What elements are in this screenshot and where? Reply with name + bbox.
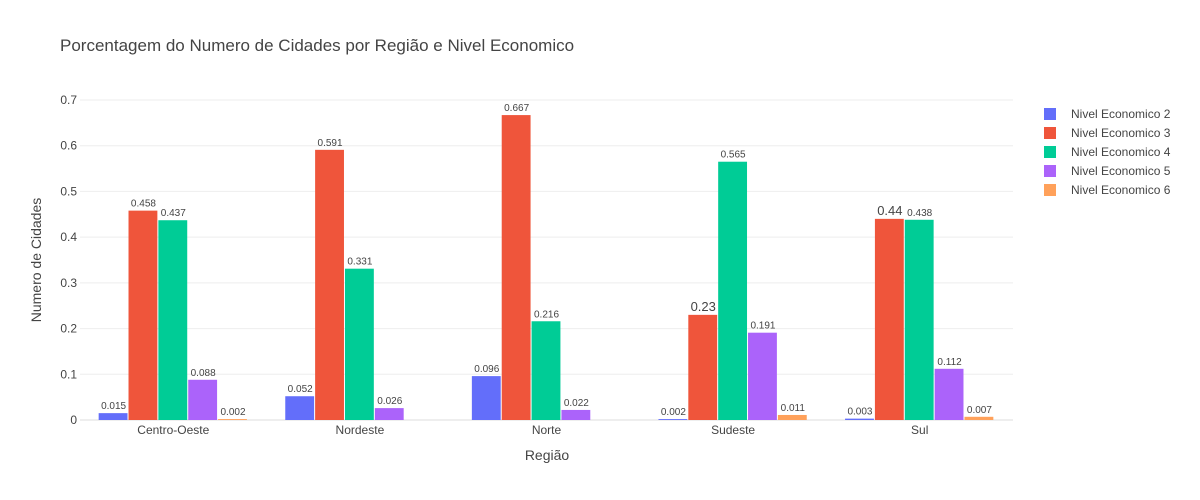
legend-item[interactable]: Nivel Economico 4 <box>1044 145 1171 159</box>
x-tick-label: Sudeste <box>711 423 755 437</box>
bar-label: 0.44 <box>877 203 902 218</box>
y-axis-ticks: 0 0.1 0.2 0.3 0.4 0.5 0.6 0.7 <box>60 93 77 427</box>
bar-label: 0.216 <box>534 309 559 320</box>
bar-label: 0.052 <box>288 384 313 395</box>
legend-item[interactable]: Nivel Economico 2 <box>1044 107 1171 121</box>
bar-label: 0.591 <box>318 138 343 149</box>
bar <box>777 414 807 420</box>
bar-label: 0.23 <box>691 299 716 314</box>
bar <box>158 220 188 420</box>
legend-swatch <box>1044 184 1056 196</box>
y-tick-label: 0 <box>70 413 77 427</box>
bar-label: 0.088 <box>191 368 216 379</box>
bar-label: 0.015 <box>101 401 126 412</box>
bar-label: 0.002 <box>220 407 245 418</box>
y-tick-label: 0.3 <box>60 276 77 290</box>
x-tick-label: Centro-Oeste <box>137 423 209 437</box>
bar <box>471 376 501 420</box>
legend-swatch <box>1044 127 1056 139</box>
bar <box>874 218 904 420</box>
bar <box>315 149 344 421</box>
y-tick-label: 0.5 <box>60 184 77 198</box>
bar-label: 0.002 <box>661 407 686 418</box>
bar-label: 0.331 <box>347 257 372 268</box>
bar <box>688 314 718 420</box>
x-tick-label: Norte <box>532 423 562 437</box>
bar <box>718 161 748 420</box>
bar-label: 0.667 <box>504 103 529 114</box>
bar-label: 0.022 <box>564 398 589 409</box>
bar-labels: 0.015 0.052 0.096 0.002 0.003 0.458 0.591 0.667… <box>101 103 992 418</box>
legend-swatch <box>1044 108 1056 120</box>
bar <box>531 321 561 420</box>
bar-label: 0.438 <box>907 208 932 219</box>
bar <box>934 368 964 420</box>
bar-label: 0.096 <box>474 364 499 375</box>
bar-label: 0.565 <box>721 150 746 161</box>
bar <box>845 418 874 420</box>
legend-item[interactable]: Nivel Economico 3 <box>1044 126 1171 140</box>
y-tick-label: 0.1 <box>60 367 77 381</box>
bar <box>561 409 591 420</box>
bar <box>658 419 688 420</box>
bar-label: 0.191 <box>750 321 775 332</box>
bar-label: 0.011 <box>781 403 806 414</box>
y-tick-label: 0.7 <box>60 93 77 107</box>
bar-label: 0.007 <box>967 405 992 416</box>
legend-label: Nivel Economico 6 <box>1071 183 1171 197</box>
bar-label: 0.437 <box>161 208 186 219</box>
bar-label: 0.003 <box>847 407 872 418</box>
bars <box>98 115 994 421</box>
bar <box>501 115 531 420</box>
bar <box>374 408 404 420</box>
bar <box>188 379 218 420</box>
bar-label: 0.112 <box>937 357 962 368</box>
bar <box>344 268 374 420</box>
bar <box>904 219 934 420</box>
y-tick-label: 0.6 <box>60 139 77 153</box>
x-tick-label: Nordeste <box>336 423 385 437</box>
y-tick-label: 0.4 <box>60 230 77 244</box>
y-tick-label: 0.2 <box>60 322 77 336</box>
legend-item[interactable]: Nivel Economico 5 <box>1044 164 1171 178</box>
x-axis-title: Região <box>525 447 570 463</box>
x-axis-ticks: Centro-Oeste Nordeste Norte Sudeste Sul <box>137 423 928 437</box>
legend-label: Nivel Economico 4 <box>1071 145 1171 159</box>
y-axis-title: Numero de Cidades <box>28 198 44 323</box>
chart-title: Porcentagem do Numero de Cidades por Reg… <box>60 36 574 55</box>
x-tick-label: Sul <box>911 423 928 437</box>
bar <box>218 419 247 420</box>
legend-item[interactable]: Nivel Economico 6 <box>1044 183 1171 197</box>
bar <box>128 210 158 420</box>
legend: Nivel Economico 2 Nivel Economico 3 Nivel … <box>1044 107 1171 197</box>
legend-label: Nivel Economico 5 <box>1071 164 1171 178</box>
bar <box>964 416 994 420</box>
legend-label: Nivel Economico 2 <box>1071 107 1171 121</box>
bar-label: 0.026 <box>377 396 402 407</box>
legend-swatch <box>1044 165 1056 177</box>
legend-label: Nivel Economico 3 <box>1071 126 1171 140</box>
bar <box>285 396 315 420</box>
bar <box>98 413 128 420</box>
bar-label: 0.458 <box>131 199 156 210</box>
bar <box>748 332 777 420</box>
legend-swatch <box>1044 146 1056 158</box>
